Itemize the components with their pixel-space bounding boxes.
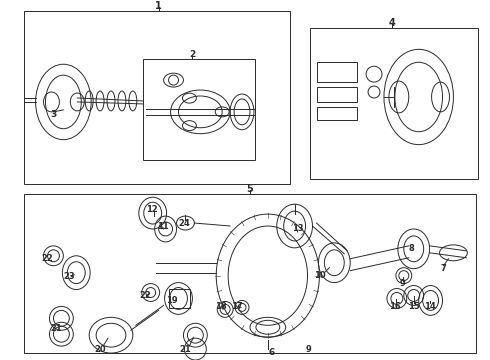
Text: 18: 18	[216, 302, 227, 311]
Bar	[318, 62, 357, 82]
Text: 22: 22	[42, 254, 53, 263]
Text: 15: 15	[408, 302, 419, 311]
Bar	[24, 194, 476, 353]
Text: 7: 7	[441, 264, 446, 273]
Text: 23: 23	[64, 272, 75, 281]
Text: 21: 21	[50, 324, 62, 333]
Text: 5: 5	[246, 184, 253, 194]
Text: 6: 6	[269, 347, 275, 356]
Text: 8: 8	[409, 244, 415, 253]
Text: 21: 21	[179, 345, 191, 354]
Text: 3: 3	[50, 111, 56, 120]
Text: 12: 12	[146, 204, 158, 213]
Bar	[24, 11, 290, 184]
Bar	[318, 107, 357, 120]
Text: 2: 2	[189, 50, 196, 59]
Bar	[143, 59, 255, 159]
Text: 11: 11	[157, 221, 169, 230]
Text: 20: 20	[94, 345, 106, 354]
Text: 19: 19	[166, 296, 177, 305]
Text: 13: 13	[292, 225, 303, 234]
Text: 14: 14	[424, 302, 436, 311]
Text: 22: 22	[139, 291, 150, 300]
Text: 9: 9	[400, 279, 406, 288]
Text: 24: 24	[178, 219, 190, 228]
Bar	[310, 27, 478, 179]
Text: 9: 9	[306, 345, 312, 354]
Text: 17: 17	[231, 302, 243, 311]
Bar	[169, 288, 191, 309]
Text: 10: 10	[314, 271, 325, 280]
Text: 16: 16	[389, 302, 401, 311]
Text: 1: 1	[155, 1, 162, 11]
Text: 4: 4	[389, 18, 395, 28]
Bar	[318, 87, 357, 102]
